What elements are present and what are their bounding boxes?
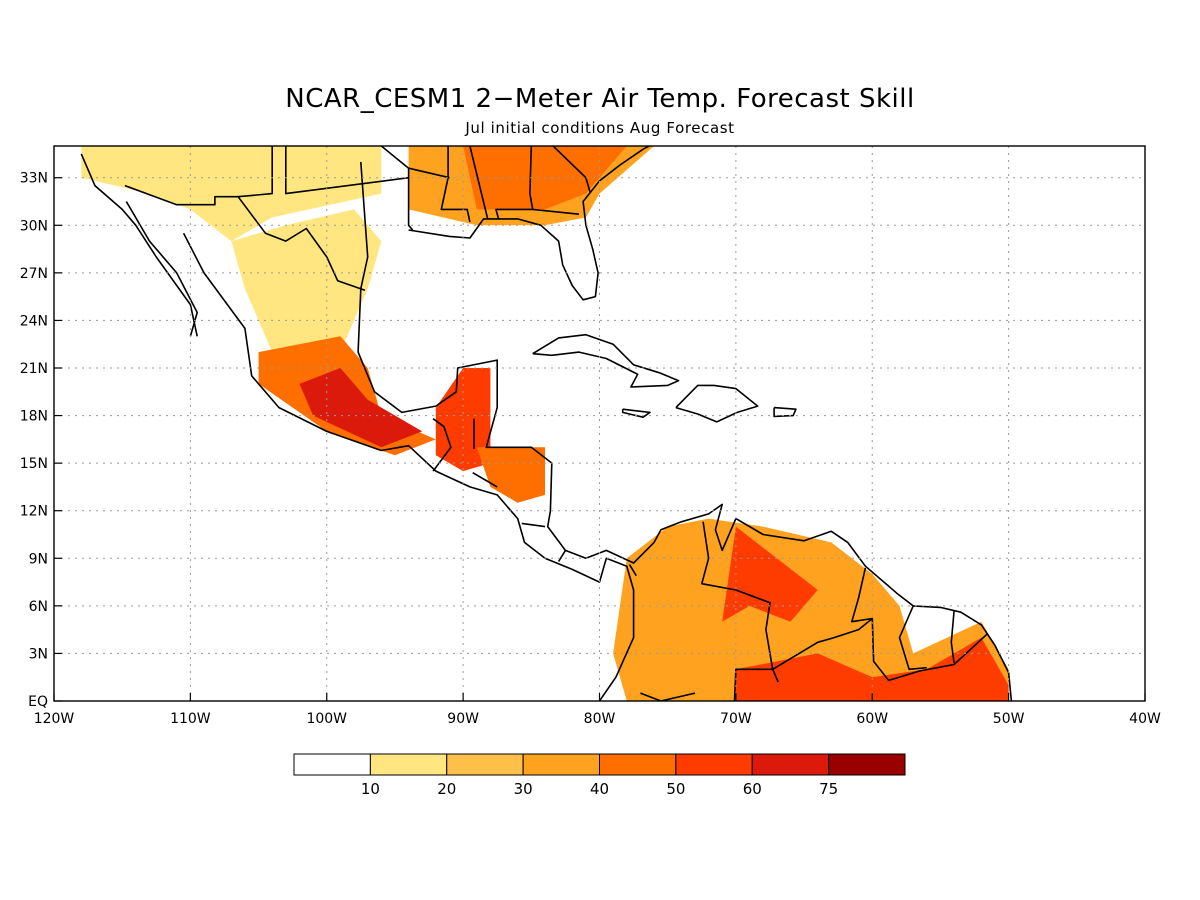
lon-tick-label: 120W — [34, 711, 75, 727]
colorbar-label: 10 — [361, 780, 380, 798]
lat-tick-label: 18N — [20, 409, 48, 425]
colorbar: 10 20 30 40 50 60 75 — [293, 753, 906, 798]
lat-tick-label: 6N — [29, 599, 48, 615]
lon-tick-label: 110W — [170, 711, 211, 727]
coastline-segment — [182, 232, 635, 701]
colorbar-label: 75 — [819, 780, 838, 798]
coastline-segment — [408, 146, 651, 301]
lat-tick-label: 12N — [20, 504, 48, 520]
coastline-segment — [125, 201, 198, 337]
colorbar-swatch — [522, 753, 600, 776]
colorbar-label: 40 — [590, 780, 609, 798]
coastline-segment — [521, 522, 546, 528]
gridlines — [54, 146, 1145, 701]
skill-region-mexico-north — [231, 209, 382, 353]
coastline-segment — [950, 610, 955, 664]
coastline-segment — [640, 692, 696, 701]
lon-tick-label: 50W — [993, 711, 1025, 727]
colorbar-swatch — [446, 753, 524, 776]
coastline-segment — [380, 146, 414, 231]
coastline-segment — [851, 567, 988, 682]
lat-tick-label: 33N — [20, 171, 48, 187]
coastline-segment — [733, 617, 873, 701]
coastline-segment — [440, 146, 471, 223]
lon-tick-label: 40W — [1129, 711, 1161, 727]
skill-region-honduras — [476, 447, 545, 503]
skill-region-colombia-venezuela — [613, 518, 1009, 701]
lat-tick-label: 3N — [29, 646, 48, 662]
colorbar-swatch — [369, 753, 448, 776]
coastline-layer — [80, 146, 1013, 701]
map-subtitle: Jul initial conditions Aug Forecast — [465, 119, 735, 137]
lon-tick-label: 60W — [856, 711, 888, 727]
skill-region-venezuela-core — [722, 526, 818, 622]
lon-tick-label: 100W — [306, 711, 347, 727]
coastline-segment — [285, 146, 409, 195]
coastline-segment — [532, 333, 680, 388]
lat-tick-label: 15N — [20, 456, 48, 472]
lon-tick-label: 90W — [447, 711, 479, 727]
coastline-segment — [432, 418, 452, 472]
lat-tick-label: 9N — [29, 551, 48, 567]
coastline-segment — [124, 146, 273, 206]
coastline-segment — [237, 196, 366, 292]
coastline-segment — [408, 167, 450, 179]
coastline-segment — [621, 408, 651, 418]
colorbar-label: 60 — [743, 780, 762, 798]
coastline-segment — [701, 521, 779, 683]
colorbar-swatch — [828, 753, 906, 776]
skill-region-mexico-south-core — [299, 368, 423, 448]
lat-tick-label: 21N — [20, 361, 48, 377]
lat-tick-label: EQ — [28, 694, 48, 710]
lat-tick-label: 30N — [20, 218, 48, 234]
colorbar-label: 50 — [666, 780, 685, 798]
coastline-segment — [898, 605, 927, 671]
coastline-segment — [469, 146, 489, 220]
colorbar-swatch — [293, 753, 371, 776]
lon-tick-label: 80W — [584, 711, 616, 727]
colorbar-label: 20 — [437, 780, 456, 798]
latitude-axis: EQ 3N 6N 9N 12N 15N 18N 21N 24N 27N 30N 33N — [20, 171, 62, 710]
longitude-axis: 120W 110W 100W 90W 80W 70W 60W 50W 40W — [34, 693, 1161, 727]
map-title: NCAR_CESM1 2−Meter Air Temp. Forecast Sk… — [285, 84, 915, 114]
colorbar-swatch — [751, 753, 830, 776]
skill-region-amazon-core — [735, 637, 1009, 701]
colorbar-swatch — [675, 753, 753, 776]
lat-tick-label: 27N — [20, 266, 48, 282]
coastline-segment — [773, 406, 797, 418]
lat-tick-label: 24N — [20, 313, 48, 329]
coastline-segment — [675, 384, 759, 423]
coastline-segment — [472, 472, 498, 488]
coastline-segment — [80, 153, 198, 337]
coastline-segment — [628, 564, 637, 577]
skill-region-us-southwest — [81, 146, 382, 242]
colorbar-label: 30 — [514, 780, 533, 798]
coastline-segment — [357, 161, 1013, 701]
lon-tick-label: 70W — [720, 711, 752, 727]
coastline-segment — [552, 146, 591, 193]
coastline-segment — [532, 208, 580, 215]
coastline-segment — [557, 549, 567, 562]
colorbar-swatch — [599, 753, 677, 776]
